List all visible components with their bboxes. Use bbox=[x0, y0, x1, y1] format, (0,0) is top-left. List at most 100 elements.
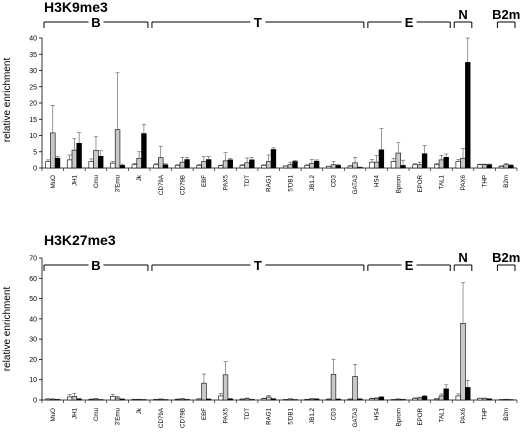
bar bbox=[76, 398, 82, 401]
bar bbox=[400, 165, 406, 169]
bar bbox=[326, 398, 332, 401]
category-label: PAX6 bbox=[460, 174, 467, 190]
bar bbox=[503, 164, 509, 169]
category-label: CD79A bbox=[158, 174, 165, 195]
y-tick-label: 10 bbox=[29, 377, 37, 384]
group-label: B2m bbox=[492, 250, 520, 265]
bar bbox=[206, 398, 212, 401]
bar bbox=[114, 397, 121, 401]
category-label: HS4 bbox=[374, 407, 381, 420]
bar bbox=[218, 395, 224, 401]
group-label: E bbox=[405, 15, 414, 30]
category-label: CD3 bbox=[330, 174, 337, 187]
y-tick-label: 35 bbox=[29, 52, 37, 59]
category-label: CD79B bbox=[179, 175, 186, 195]
y-tick-label: 15 bbox=[29, 117, 37, 124]
bar bbox=[162, 164, 169, 169]
category-label: THP bbox=[482, 175, 489, 187]
bar bbox=[266, 396, 272, 401]
bar bbox=[347, 165, 353, 169]
category-label: 5'DB1 bbox=[287, 174, 294, 191]
category-label: Cmu bbox=[93, 407, 100, 421]
bar bbox=[261, 165, 267, 169]
bar bbox=[179, 398, 186, 401]
bar bbox=[330, 164, 337, 169]
panel-h3k27me3: H3K27me3 relative enrichment 0 10 20 30 40 50… bbox=[2, 232, 520, 428]
y-axis-label: relative enrichment bbox=[2, 287, 13, 372]
category-label: Jk bbox=[136, 407, 143, 414]
bar bbox=[66, 159, 73, 169]
bar bbox=[266, 161, 272, 169]
y-tick-label: 30 bbox=[29, 337, 37, 344]
bar bbox=[477, 164, 483, 169]
category-label: Cmu bbox=[93, 174, 100, 188]
bar bbox=[481, 164, 488, 169]
y-tick-label: 60 bbox=[29, 276, 37, 283]
bar bbox=[378, 149, 385, 169]
y-tick-label: 5 bbox=[33, 149, 37, 156]
bar bbox=[508, 165, 514, 169]
category-label: EBF bbox=[201, 175, 208, 187]
panel-title: H3K27me3 bbox=[44, 232, 116, 248]
bar bbox=[373, 398, 380, 401]
bar bbox=[184, 159, 190, 169]
category-label: RAG1 bbox=[266, 407, 273, 424]
bar bbox=[357, 398, 363, 401]
category-label: EPOR bbox=[417, 407, 424, 425]
bar bbox=[119, 398, 125, 401]
bar bbox=[244, 162, 250, 169]
bar bbox=[45, 161, 51, 169]
bar bbox=[287, 398, 293, 401]
bar bbox=[239, 165, 246, 169]
category-label: 3'Emu bbox=[115, 407, 122, 425]
bar bbox=[227, 159, 233, 169]
bar bbox=[465, 387, 471, 401]
group-label: E bbox=[405, 258, 414, 273]
category-label: GATA3 bbox=[352, 407, 359, 427]
bar bbox=[158, 398, 164, 401]
bar bbox=[54, 157, 61, 169]
category-label: Jk bbox=[136, 174, 143, 181]
category-label: B2m bbox=[503, 408, 510, 421]
group-label: B2m bbox=[492, 7, 520, 22]
bar bbox=[498, 166, 505, 169]
bar bbox=[455, 395, 461, 401]
category-label: Bprom bbox=[395, 175, 402, 193]
bar bbox=[153, 164, 159, 169]
category-label: CD79B bbox=[179, 408, 186, 428]
bar bbox=[421, 153, 428, 169]
bar bbox=[304, 165, 310, 169]
bar bbox=[114, 129, 121, 169]
bar bbox=[313, 398, 320, 401]
bar bbox=[76, 143, 82, 169]
category-label: JH1 bbox=[71, 174, 78, 186]
bar bbox=[88, 161, 94, 169]
category-label: PAX5 bbox=[223, 407, 230, 423]
bar bbox=[110, 162, 116, 169]
bar bbox=[158, 157, 164, 169]
panel-title: H3K9me3 bbox=[44, 0, 108, 15]
category-label: HS4 bbox=[374, 174, 381, 187]
category-label: JB1.2 bbox=[309, 407, 316, 423]
category-label: GATA3 bbox=[352, 174, 359, 194]
bar bbox=[313, 160, 320, 169]
bar bbox=[93, 150, 99, 169]
bar bbox=[174, 399, 181, 401]
bar bbox=[196, 398, 202, 401]
bar bbox=[196, 165, 202, 169]
bar bbox=[390, 161, 397, 169]
category-label: EPOR bbox=[417, 174, 424, 192]
category-label: 5'DB1 bbox=[287, 407, 294, 424]
category-label: EBF bbox=[201, 408, 208, 420]
bar bbox=[201, 161, 207, 169]
bar bbox=[330, 374, 337, 401]
group-label: N bbox=[458, 7, 467, 22]
bar bbox=[434, 164, 440, 169]
bar bbox=[335, 165, 341, 169]
bar bbox=[347, 398, 353, 401]
bar bbox=[93, 398, 99, 401]
bar bbox=[352, 376, 358, 401]
bar bbox=[357, 167, 363, 169]
group-label: T bbox=[254, 258, 262, 273]
category-label: THP bbox=[482, 408, 489, 420]
